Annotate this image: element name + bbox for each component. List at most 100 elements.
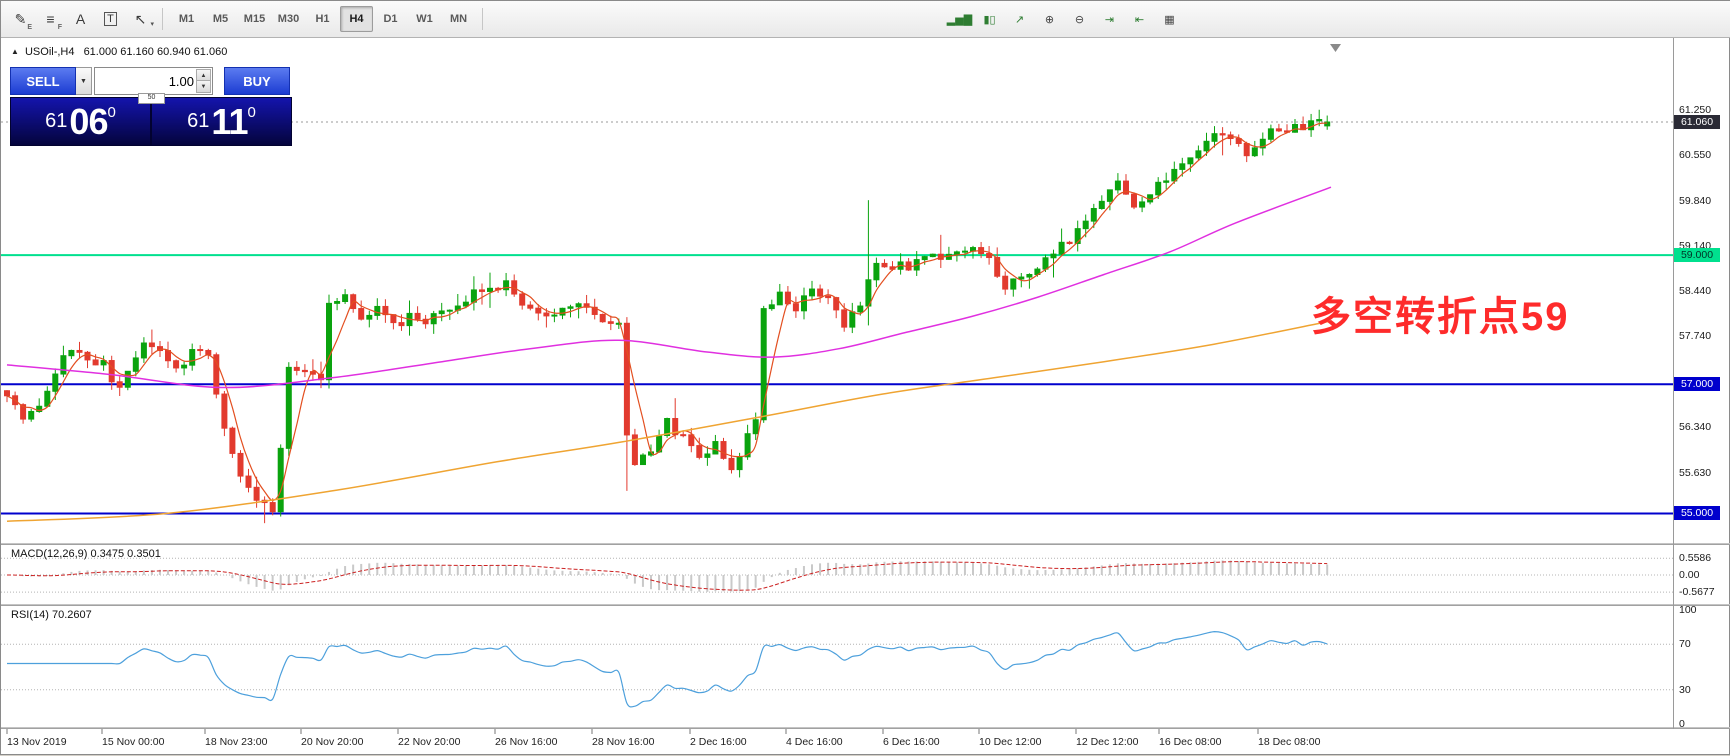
chart-shift-marker bbox=[1330, 44, 1341, 52]
arrows-tool-button[interactable]: ↖ ▾ bbox=[134, 10, 154, 29]
time-axis-label: 28 Nov 16:00 bbox=[592, 736, 655, 748]
volume-input-wrap: ▲ ▼ bbox=[94, 67, 213, 95]
candles-layer bbox=[4, 109, 1331, 524]
price-axis-label: 57.740 bbox=[1679, 330, 1712, 343]
timeframe-button-D1[interactable]: D1 bbox=[383, 13, 398, 25]
text-label-tool-icon: T bbox=[104, 12, 117, 26]
price-axis-label: 56.340 bbox=[1679, 420, 1712, 433]
time-axis-label: 20 Nov 20:00 bbox=[301, 736, 364, 748]
text-label-tool-button[interactable]: T bbox=[96, 5, 125, 33]
time-axis-label: 6 Dec 16:00 bbox=[883, 736, 940, 748]
rsi-axis-label: 0 bbox=[1679, 718, 1685, 730]
line-chart-button[interactable]: ↗ bbox=[1005, 5, 1034, 33]
sell-button[interactable]: SELL bbox=[10, 67, 76, 95]
tile-windows-button[interactable]: ▦ bbox=[1155, 5, 1184, 33]
tick-up-icon: ▲ bbox=[11, 47, 19, 56]
zoom-out-button[interactable]: ⊖ bbox=[1065, 5, 1094, 33]
time-axis-label: 12 Dec 12:00 bbox=[1076, 736, 1139, 748]
buy-button[interactable]: BUY bbox=[224, 67, 290, 95]
rsi-axis-label: 30 bbox=[1679, 683, 1691, 696]
sell-price-display[interactable]: 61 06 0 bbox=[10, 97, 151, 146]
time-axis-label: 15 Nov 00:00 bbox=[102, 736, 165, 748]
hline-price-tag: 57.000 bbox=[1674, 377, 1720, 392]
rsi-indicator-header: RSI(14) 70.2607 bbox=[11, 609, 92, 621]
symbol-ohlc: 61.000 61.160 60.940 61.060 bbox=[83, 46, 228, 58]
text-tool-icon: A bbox=[75, 11, 86, 27]
macd-axis-label: 0.00 bbox=[1679, 569, 1700, 581]
macd-indicator-header: MACD(12,26,9) 0.3475 0.3501 bbox=[11, 548, 161, 560]
timeframe-button-M5[interactable]: M5 bbox=[212, 13, 229, 25]
zoom-in-button[interactable]: ⊕ bbox=[1035, 5, 1064, 33]
price-axis-label: 60.550 bbox=[1679, 148, 1712, 161]
volume-decrease-button[interactable]: ▼ bbox=[196, 80, 211, 93]
sell-price-sup-digit: 0 bbox=[107, 104, 116, 121]
current-price-tag: 61.060 bbox=[1674, 115, 1720, 129]
bar-chart-button[interactable]: ▂▅▇ bbox=[945, 5, 974, 33]
volume-input[interactable] bbox=[95, 68, 212, 94]
buy-price-big-digits: 11 bbox=[211, 100, 248, 142]
arrows-tool-icon: ↖ bbox=[134, 10, 147, 27]
volume-dropdown-button[interactable]: ▼ bbox=[76, 67, 92, 95]
macd-rsi-divider[interactable] bbox=[1, 604, 1730, 606]
auto-scroll-button[interactable]: ⇥ bbox=[1095, 5, 1124, 33]
timeframe-button-M30[interactable]: M30 bbox=[277, 13, 300, 25]
chart-macd-divider[interactable] bbox=[1, 543, 1730, 545]
chart-annotation-text: 多空转折点59 bbox=[1311, 295, 1570, 339]
buy-price-prefix: 61 bbox=[187, 110, 210, 132]
chart-tools-group: ▂▅▇ ▮▯ ↗ ⊕ ⊖ ⇥ ⇤ ▦ bbox=[945, 5, 1184, 33]
time-axis-label: 18 Nov 23:00 bbox=[205, 736, 268, 748]
hline-price-tag: 55.000 bbox=[1674, 506, 1720, 521]
macd-axis-label: 0.5586 bbox=[1679, 552, 1712, 565]
fibonacci-icon: ≡ bbox=[46, 11, 55, 27]
time-axis-label: 26 Nov 16:00 bbox=[495, 736, 558, 748]
candlestick-chart-button[interactable]: ▮▯ bbox=[975, 5, 1004, 33]
one-click-trading-panel: SELL ▼ ▲ ▼ BUY 61 06 0 61 11 0 50 bbox=[10, 67, 292, 146]
expert-advisors-button[interactable]: ✎ E bbox=[14, 10, 32, 32]
fibonacci-button[interactable]: ≡ F bbox=[46, 11, 62, 31]
timeframe-button-H1[interactable]: H1 bbox=[315, 13, 330, 25]
timeframe-button-W1[interactable]: W1 bbox=[416, 13, 433, 25]
bar-chart-icon: ▂▅▇ bbox=[946, 13, 973, 26]
time-axis-label: 22 Nov 20:00 bbox=[398, 736, 461, 748]
ma-fast-line bbox=[6, 122, 1328, 502]
zoom-out-icon: ⊖ bbox=[1074, 13, 1085, 26]
time-axis-label: 10 Dec 12:00 bbox=[979, 736, 1042, 748]
rsi-axis-label: 100 bbox=[1679, 604, 1697, 616]
toolbar: ✎ E ≡ F A T ↖ ▾ M1 M5 M15 M30 H1 H4 D1 W1 MN ▂▅▇ ▮▯ ↗ ⊕ ⊖ ⇥ ⇤… bbox=[1, 1, 1730, 38]
candlestick-chart-icon: ▮▯ bbox=[983, 13, 996, 26]
chart-shift-icon: ⇤ bbox=[1134, 13, 1145, 26]
price-axis-label: 55.630 bbox=[1679, 466, 1712, 479]
zoom-in-icon: ⊕ bbox=[1044, 13, 1055, 26]
rsi-axis-label: 70 bbox=[1679, 638, 1691, 651]
hline-price-tag: 59.000 bbox=[1674, 248, 1720, 263]
time-axis-label: 16 Dec 08:00 bbox=[1159, 736, 1222, 748]
rsi-timeaxis-divider[interactable] bbox=[1, 727, 1730, 729]
timeframe-button-MN[interactable]: MN bbox=[449, 13, 468, 25]
macd-axis-label: -0.5677 bbox=[1679, 586, 1715, 599]
ma-mid-line bbox=[6, 186, 1332, 389]
time-axis-label: 18 Dec 08:00 bbox=[1258, 736, 1321, 748]
buy-price-display[interactable]: 61 11 0 bbox=[151, 97, 292, 146]
price-axis-label: 58.440 bbox=[1679, 285, 1712, 298]
chart-shift-button[interactable]: ⇤ bbox=[1125, 5, 1154, 33]
price-axis-label: 59.840 bbox=[1679, 194, 1712, 207]
ma-slow-line bbox=[6, 320, 1332, 522]
one-click-controls-row: SELL ▼ ▲ ▼ BUY bbox=[10, 67, 290, 95]
timeframe-button-M15[interactable]: M15 bbox=[243, 13, 266, 25]
drawing-tools-group: ✎ E ≡ F A T ↖ ▾ bbox=[6, 5, 155, 33]
time-axis-label: 2 Dec 16:00 bbox=[690, 736, 747, 748]
expert-advisors-icon: ✎ bbox=[14, 10, 27, 27]
spread-badge: 50 bbox=[138, 93, 165, 104]
timeframe-button-M1[interactable]: M1 bbox=[178, 13, 195, 25]
macd-layer bbox=[1, 557, 1673, 593]
timeframe-button-H4[interactable]: H4 bbox=[340, 6, 373, 32]
symbol-name: USOil-,H4 bbox=[24, 46, 75, 58]
buy-price-sup-digit: 0 bbox=[247, 104, 256, 121]
sell-price-prefix: 61 bbox=[45, 110, 68, 132]
line-chart-icon: ↗ bbox=[1014, 13, 1025, 26]
tile-windows-icon: ▦ bbox=[1164, 13, 1175, 26]
auto-scroll-icon: ⇥ bbox=[1104, 13, 1115, 26]
text-tool-button[interactable]: A bbox=[66, 5, 95, 33]
price-axis-separator bbox=[1673, 38, 1674, 729]
